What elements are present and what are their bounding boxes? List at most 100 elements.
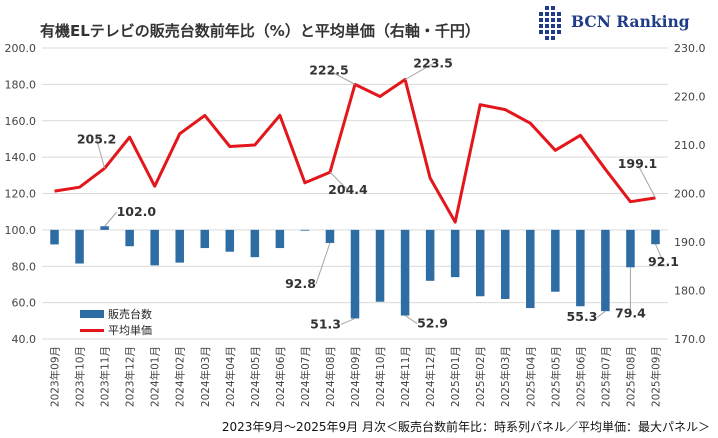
bar bbox=[50, 229, 59, 245]
bar bbox=[300, 229, 310, 231]
y-tick-label: 200.0 bbox=[5, 42, 37, 55]
x-tick-label: 2025年02月 bbox=[474, 346, 487, 407]
chart-title: 有機ELテレビの販売台数前年比（%）と平均単価（右軸・千円） bbox=[40, 22, 480, 40]
chart-footnote: 2023年9月～2025年9月 月次＜販売台数前年比：時系列パネル／平均単価：最… bbox=[221, 420, 710, 434]
bar bbox=[375, 229, 385, 302]
y2-tick-label: 180.0 bbox=[674, 285, 706, 298]
leader-line bbox=[104, 211, 117, 227]
bcn-logo-text: BCN Ranking bbox=[571, 12, 690, 31]
chart-legend: 販売台数 平均単価 bbox=[80, 306, 152, 338]
x-tick-label: 2023年09月 bbox=[49, 346, 62, 407]
leader-line bbox=[655, 244, 664, 263]
bar bbox=[325, 229, 335, 243]
bcn-logo-icon bbox=[539, 6, 561, 40]
x-tick-label: 2024年01月 bbox=[149, 346, 162, 407]
x-tick-label: 2025年04月 bbox=[524, 346, 537, 407]
leader-line bbox=[404, 63, 434, 80]
y-tick-label: 160.0 bbox=[5, 115, 37, 128]
x-tick-label: 2025年06月 bbox=[574, 346, 587, 407]
x-tick-label: 2025年01月 bbox=[449, 346, 462, 407]
x-tick-label: 2024年03月 bbox=[199, 346, 212, 407]
x-tick-label: 2024年12月 bbox=[424, 346, 437, 407]
bar bbox=[225, 229, 235, 252]
y-tick-label: 40.0 bbox=[12, 333, 37, 346]
bar bbox=[475, 229, 485, 297]
bar bbox=[450, 229, 460, 278]
x-tick-label: 2024年04月 bbox=[224, 346, 237, 407]
leader-line bbox=[404, 315, 418, 324]
bar bbox=[651, 229, 660, 245]
bar bbox=[350, 229, 360, 319]
x-tick-label: 2025年03月 bbox=[499, 346, 512, 407]
bar bbox=[175, 229, 184, 263]
x-tick-label: 2024年05月 bbox=[249, 346, 262, 407]
legend-item-bar: 販売台数 bbox=[80, 306, 152, 322]
leader-line bbox=[96, 139, 106, 169]
x-tick-label: 2024年10月 bbox=[374, 346, 387, 407]
x-tick-label: 2024年02月 bbox=[174, 346, 187, 407]
x-tick-label: 2025年05月 bbox=[549, 346, 562, 407]
x-tick-label: 2023年12月 bbox=[124, 346, 137, 407]
data-label: 52.9 bbox=[417, 316, 448, 331]
bar bbox=[551, 229, 560, 292]
legend-bar-label: 販売台数 bbox=[108, 308, 152, 321]
y-tick-label: 100.0 bbox=[5, 224, 37, 237]
legend-line-swatch bbox=[80, 328, 104, 332]
y2-tick-label: 230.0 bbox=[674, 42, 706, 55]
line-series-avg-price bbox=[54, 78, 656, 224]
bar bbox=[576, 229, 585, 307]
data-label: 223.5 bbox=[413, 56, 453, 71]
bar bbox=[526, 229, 535, 309]
bar bbox=[200, 229, 210, 249]
bcn-logo: BCN Ranking bbox=[535, 6, 705, 42]
leader-line bbox=[340, 317, 356, 325]
x-tick-label: 2025年08月 bbox=[624, 346, 637, 407]
legend-bar-swatch bbox=[80, 310, 104, 318]
x-tick-label: 2024年09月 bbox=[349, 346, 362, 407]
data-label: 102.0 bbox=[117, 204, 157, 219]
bar bbox=[626, 229, 635, 268]
data-label: 92.1 bbox=[648, 254, 679, 269]
data-label: 199.1 bbox=[618, 156, 658, 171]
data-label: 205.2 bbox=[77, 131, 117, 146]
x-tick-label: 2024年06月 bbox=[274, 346, 287, 407]
legend-line-label: 平均単価 bbox=[108, 324, 152, 337]
bar bbox=[500, 229, 510, 299]
data-label: 55.3 bbox=[567, 309, 598, 324]
y2-tick-label: 200.0 bbox=[674, 188, 706, 201]
bar bbox=[100, 226, 109, 230]
leader-line bbox=[637, 163, 656, 199]
bar bbox=[425, 229, 435, 281]
y2-tick-label: 190.0 bbox=[674, 236, 706, 249]
data-label: 204.4 bbox=[328, 182, 368, 197]
data-label: 79.4 bbox=[615, 305, 646, 320]
y-tick-label: 120.0 bbox=[5, 188, 37, 201]
y-tick-label: 60.0 bbox=[12, 297, 37, 310]
x-tick-label: 2025年07月 bbox=[599, 346, 612, 407]
data-label: 222.5 bbox=[309, 62, 349, 77]
bar bbox=[250, 229, 260, 258]
x-tick-label: 2024年08月 bbox=[324, 346, 337, 407]
leader-line bbox=[328, 69, 356, 85]
y-tick-label: 180.0 bbox=[5, 78, 37, 91]
x-tick-label: 2025年09月 bbox=[649, 346, 662, 407]
x-tick-label: 2023年10月 bbox=[74, 346, 87, 407]
bar bbox=[150, 229, 159, 266]
y-tick-label: 140.0 bbox=[5, 151, 37, 164]
bar bbox=[275, 229, 285, 249]
x-tick-label: 2024年11月 bbox=[399, 346, 412, 407]
leader-line bbox=[597, 310, 606, 318]
data-label: 92.8 bbox=[285, 276, 316, 291]
y2-tick-label: 210.0 bbox=[674, 139, 706, 152]
bar bbox=[400, 229, 410, 316]
leader-line bbox=[329, 171, 349, 191]
legend-item-line: 平均単価 bbox=[80, 322, 152, 338]
y-tick-label: 80.0 bbox=[12, 260, 37, 273]
y2-tick-label: 170.0 bbox=[674, 333, 706, 346]
x-tick-label: 2024年07月 bbox=[299, 346, 312, 407]
y2-tick-label: 220.0 bbox=[674, 91, 706, 104]
x-tick-label: 2023年11月 bbox=[99, 346, 112, 407]
bar bbox=[75, 229, 84, 264]
data-label: 51.3 bbox=[310, 316, 341, 331]
